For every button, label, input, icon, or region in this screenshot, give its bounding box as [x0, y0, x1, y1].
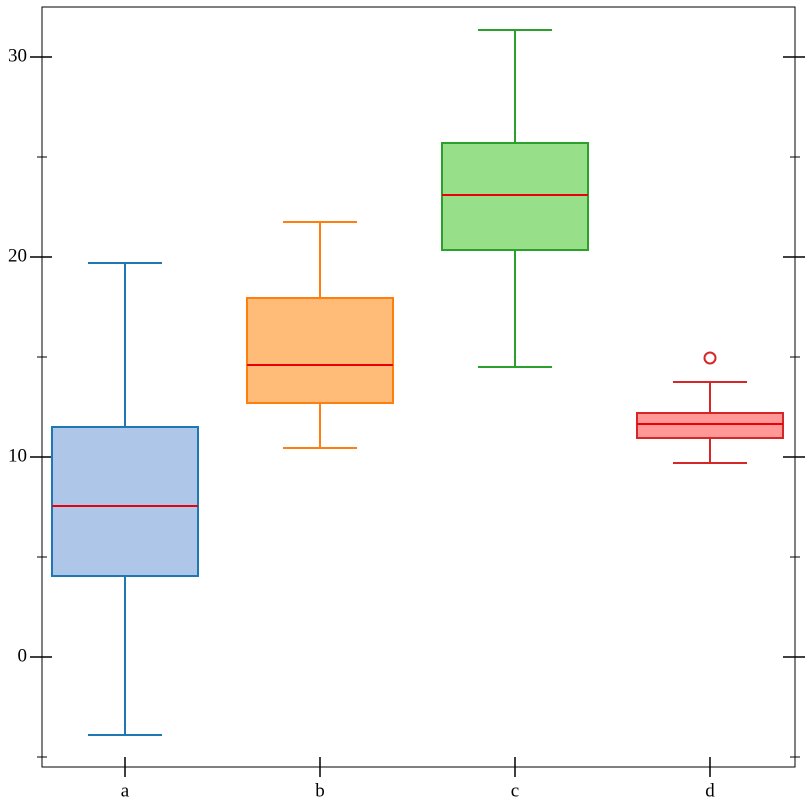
box	[51, 426, 199, 577]
x-tick-label: c	[511, 780, 519, 801]
x-tick-label: d	[705, 780, 715, 801]
y-tick-label: 30	[8, 45, 27, 66]
flier	[703, 351, 717, 365]
box	[246, 297, 394, 404]
box	[636, 412, 784, 439]
x-tick-label: b	[315, 780, 325, 801]
y-tick-label: 0	[18, 645, 28, 666]
y-tick-label: 20	[8, 245, 27, 266]
plot-frame	[41, 6, 796, 768]
x-tick-label: a	[121, 780, 130, 801]
box	[441, 142, 589, 251]
y-tick-label: 10	[8, 445, 27, 466]
